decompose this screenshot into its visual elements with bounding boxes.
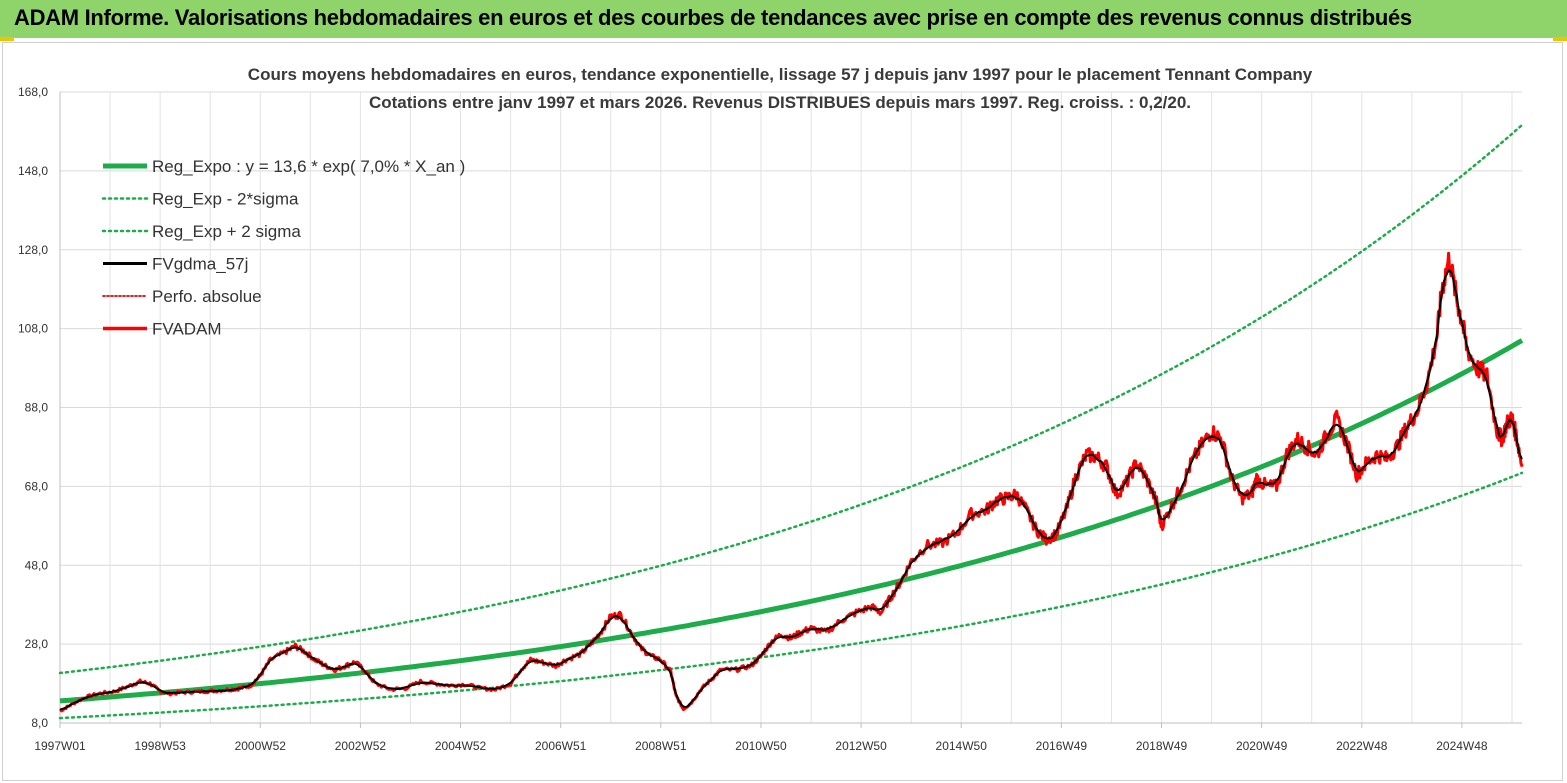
chart-subtitle: Cotations entre janv 1997 et mars 2026. …: [369, 93, 1191, 112]
perfo-absolue-line: [59, 253, 1523, 712]
banner-accent-left: [0, 37, 14, 41]
grid: [60, 91, 1522, 724]
x-tick-label: 2000W52: [235, 739, 287, 753]
legend-label: Reg_Expo : y = 13,6 * exp( 7,0% * X_an ): [152, 157, 465, 176]
y-tick-label: 28,0: [25, 637, 49, 651]
legend-reg-exp-lower: Reg_Exp - 2*sigma: [101, 190, 299, 209]
x-tick-label: 2006W51: [535, 739, 587, 753]
reg-exp-lower-line: [58, 471, 1524, 720]
x-tick-label: 2018W49: [1136, 739, 1188, 753]
x-tick-label: 2010W50: [735, 739, 787, 753]
legend-perfo-absolue: Perfo. absolue: [102, 287, 262, 306]
fvadam-line: [59, 251, 1524, 713]
banner-accent-right: [1553, 37, 1567, 41]
x-tick-label: 2004W52: [435, 739, 487, 753]
fvgdma-57j-line: [59, 269, 1523, 711]
x-tick-label: 2002W52: [335, 739, 387, 753]
reg-exp-upper-line: [58, 123, 1524, 675]
legend-reg-expo: Reg_Expo : y = 13,6 * exp( 7,0% * X_an ): [103, 157, 465, 176]
legend-fvadam: FVADAM: [103, 320, 222, 339]
y-tick-label: 8,0: [31, 716, 48, 730]
title-banner: ADAM Informe. Valorisations hebdomadaire…: [0, 0, 1567, 38]
y-tick-label: 108,0: [18, 322, 48, 336]
report-title: ADAM Informe. Valorisations hebdomadaire…: [14, 5, 1412, 30]
legend-label: Reg_Exp + 2 sigma: [152, 222, 301, 241]
legend-reg-exp-upper: Reg_Exp + 2 sigma: [101, 222, 301, 241]
x-tick-label: 2022W48: [1336, 739, 1388, 753]
x-tick-label: 2008W51: [635, 739, 687, 753]
legend: Reg_Expo : y = 13,6 * exp( 7,0% * X_an )…: [101, 157, 465, 339]
reg-expo-line: [59, 338, 1524, 704]
legend-fvgdma-57j: FVgdma_57j: [103, 255, 248, 274]
legend-label: FVADAM: [152, 320, 222, 339]
series: [58, 123, 1524, 720]
y-tick-label: 88,0: [25, 401, 49, 415]
legend-label: Reg_Exp - 2*sigma: [152, 190, 299, 209]
x-tick-label: 1998W53: [134, 739, 186, 753]
legend-label: Perfo. absolue: [152, 287, 262, 306]
y-tick-label: 168,0: [18, 85, 48, 99]
y-tick-label: 128,0: [18, 243, 48, 257]
x-tick-label: 2016W49: [1036, 739, 1088, 753]
axes: 8,0 28,0 48,0 68,0 88,0 108,0 128,0 148,0 168,0 1…: [18, 85, 1522, 753]
x-tick-label: 1997W01: [34, 739, 86, 753]
x-tick-label: 2014W50: [936, 739, 988, 753]
x-tick-label: 2024W48: [1436, 739, 1488, 753]
x-tick-label: 2020W49: [1236, 739, 1288, 753]
y-tick-label: 48,0: [25, 558, 49, 572]
chart-title: Cours moyens hebdomadaires en euros, ten…: [248, 65, 1313, 84]
chart-area: [2, 42, 1563, 781]
x-tick-label: 2012W50: [835, 739, 887, 753]
legend-label: FVgdma_57j: [152, 255, 248, 274]
y-tick-label: 148,0: [18, 164, 48, 178]
y-tick-label: 68,0: [25, 479, 49, 493]
